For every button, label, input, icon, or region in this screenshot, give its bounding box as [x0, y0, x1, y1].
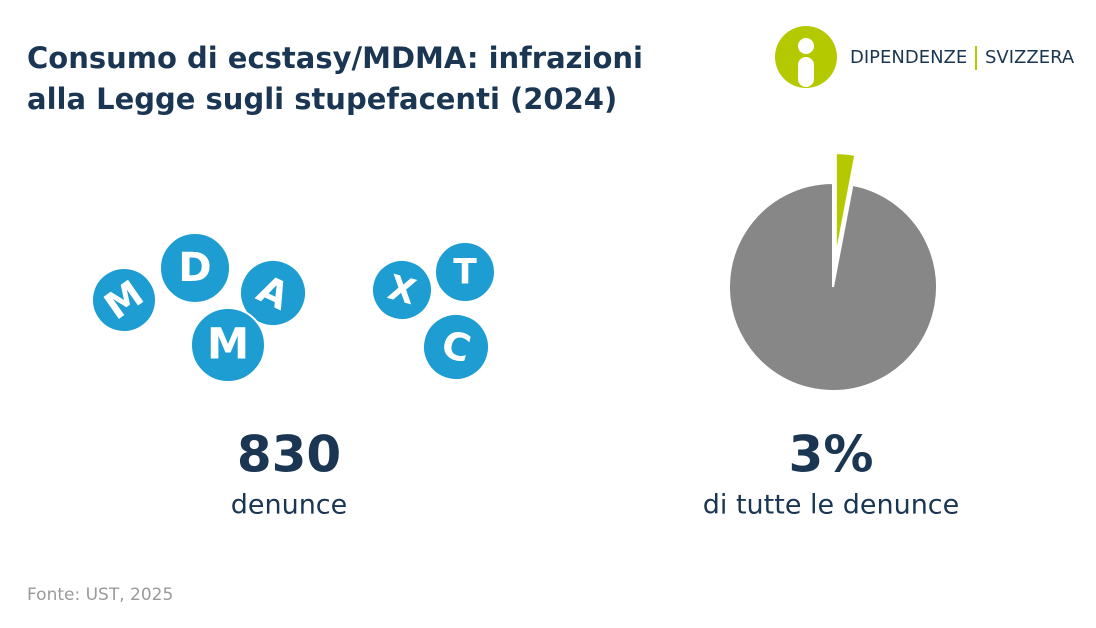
logo-head [798, 38, 814, 54]
pill-letter: M [207, 321, 249, 370]
pill-letter: D [178, 245, 211, 291]
pill: M [190, 307, 266, 383]
pill: D [159, 232, 231, 304]
logo-separator [975, 46, 977, 70]
pill-circle [239, 259, 307, 327]
logo: DIPENDENZE SVIZZERA [775, 26, 1075, 88]
pill-circle [434, 241, 496, 303]
title-line: alla Legge sugli stupefacenti (2024) [27, 82, 617, 116]
stat-value: 830 [237, 426, 341, 484]
pill-letter: T [453, 253, 477, 293]
pie-chart [728, 152, 939, 392]
pill-circle [159, 232, 231, 304]
pie-slice [834, 152, 857, 258]
pill: X [371, 259, 433, 321]
pill-circle [371, 259, 433, 321]
stat-label: denunce [231, 490, 348, 521]
pill-circle [422, 313, 490, 381]
pill-circle [91, 267, 157, 333]
pill: A [239, 259, 307, 327]
logo-text: DIPENDENZE [850, 47, 967, 68]
pill: M [91, 267, 157, 333]
source: Fonte: UST, 2025 [27, 585, 173, 605]
pill-circle [190, 307, 266, 383]
pie-caption: di tutte le denunce [703, 490, 960, 521]
pill: C [422, 313, 490, 381]
pill: T [434, 241, 496, 303]
logo-text: SVIZZERA [985, 47, 1075, 68]
pie-slice [728, 181, 939, 392]
logo-body [798, 57, 814, 87]
pills: MD AMX TC [91, 232, 496, 383]
title-line: Consumo di ecstasy/MDMA: infrazioni [27, 41, 643, 75]
value-label: 3% [789, 426, 874, 484]
